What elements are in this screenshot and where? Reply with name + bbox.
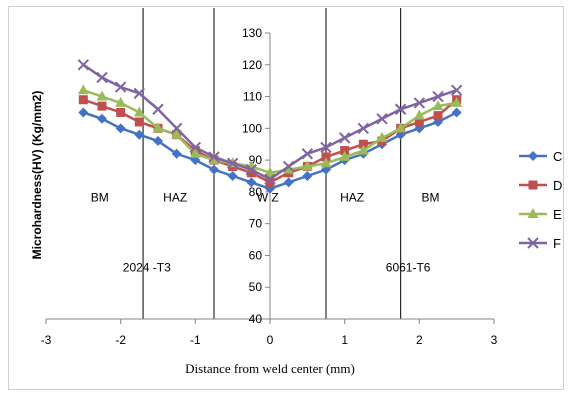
region-label: 2024 -T3 — [123, 260, 171, 274]
y-tick-label: 70 — [249, 217, 263, 231]
series-e-point — [357, 144, 369, 155]
legend-c-marker — [528, 151, 538, 161]
legend-d-label: D — [553, 178, 562, 193]
series-d-point — [265, 177, 275, 187]
y-tick-label: 50 — [249, 280, 263, 294]
series-c-point — [246, 177, 257, 188]
series-c-point — [171, 148, 182, 159]
x-tick-label: 3 — [491, 333, 498, 347]
series-f-point — [320, 141, 332, 154]
series-e-point — [133, 106, 145, 117]
series-c-point — [227, 171, 238, 181]
series-e-point — [189, 147, 201, 158]
series-d-point — [414, 117, 424, 127]
series-d-point — [116, 107, 126, 117]
x-tick-label: 2 — [416, 333, 423, 347]
series-d-point — [78, 95, 88, 105]
series-f-point — [152, 103, 164, 115]
series-c-point — [78, 107, 89, 118]
series-e-point — [320, 157, 332, 168]
series-f-point — [133, 87, 146, 100]
series-e-point — [152, 122, 164, 133]
series-e-point — [301, 160, 313, 171]
legend-e-label: E — [553, 207, 562, 222]
legend-c-label: C — [553, 149, 562, 164]
series-c-point — [97, 113, 107, 124]
series-e-point — [339, 150, 351, 161]
series-f-point — [114, 81, 127, 93]
x-tick-label: -3 — [41, 333, 52, 347]
region-label: HAZ — [340, 190, 364, 204]
region-label: HAZ — [163, 190, 187, 204]
series-e-point — [77, 84, 89, 95]
y-tick-label: 130 — [242, 26, 262, 40]
y-tick-label: 110 — [243, 90, 262, 104]
x-tick-label: 1 — [341, 333, 348, 347]
series-f-point — [170, 122, 183, 135]
series-f-point — [77, 59, 90, 71]
legend-f-marker — [527, 237, 539, 249]
y-tick-label: 40 — [249, 312, 263, 326]
series-d-point — [433, 111, 443, 121]
series-e-point — [96, 90, 108, 101]
y-tick-label: 100 — [242, 121, 262, 135]
series-d-point — [246, 168, 256, 178]
x-axis-title: Distance from weld center (mm) — [185, 361, 355, 376]
series-e-point — [395, 122, 407, 133]
legend-d-marker — [528, 180, 538, 190]
series-e-point — [376, 131, 388, 142]
legend-e-marker — [527, 208, 539, 218]
series-d-point — [340, 146, 350, 156]
series-c-point — [115, 123, 126, 134]
series-d-point — [97, 101, 107, 111]
series-d-point — [134, 117, 144, 127]
legend-f-label: F — [553, 236, 561, 251]
series-f-point — [189, 141, 202, 154]
series-f-point — [282, 160, 295, 173]
y-axis-title: Microhardness(HV) (Kg/mm2) — [30, 91, 44, 260]
region-label: BM — [422, 190, 440, 204]
series-f-point — [301, 148, 314, 160]
series-d-point — [358, 139, 368, 149]
series-f-point — [413, 97, 426, 109]
region-label: BM — [91, 190, 109, 204]
series-e-point — [283, 163, 295, 174]
series-e-point — [413, 109, 425, 120]
series-f-point — [432, 90, 444, 103]
series-f-point — [338, 132, 351, 144]
series-f-point — [208, 151, 220, 163]
series-e-point — [115, 96, 127, 107]
series-e-point — [432, 100, 444, 111]
series-f-point — [264, 173, 276, 185]
series-e-point — [208, 154, 220, 165]
series-f-point — [376, 113, 388, 125]
series-d-point — [321, 152, 331, 162]
chart-frame — [8, 6, 564, 390]
series-c-point — [302, 171, 313, 181]
y-tick-label: 80 — [249, 185, 263, 199]
series-f-point — [394, 103, 407, 115]
series-c-point — [134, 129, 145, 140]
x-tick-label: 0 — [267, 333, 274, 347]
x-tick-label: -1 — [190, 333, 201, 347]
y-tick-label: 60 — [249, 248, 263, 262]
series-f-point — [96, 71, 108, 84]
x-tick-label: -2 — [115, 333, 126, 347]
series-f-point — [245, 163, 258, 176]
series-c-point — [209, 164, 219, 175]
series-f-point — [226, 157, 239, 169]
series-c-point — [283, 177, 294, 188]
region-label: W Z — [257, 190, 279, 204]
series-e-point — [451, 96, 463, 107]
series-f-point — [450, 84, 463, 96]
series-e-point — [264, 166, 276, 177]
series-c-point — [451, 107, 462, 118]
series-f-point — [357, 122, 370, 135]
series-c-point — [153, 136, 163, 147]
series-e-point — [171, 128, 183, 139]
y-tick-label: 120 — [242, 58, 262, 72]
region-label: 6061-T6 — [386, 260, 431, 274]
